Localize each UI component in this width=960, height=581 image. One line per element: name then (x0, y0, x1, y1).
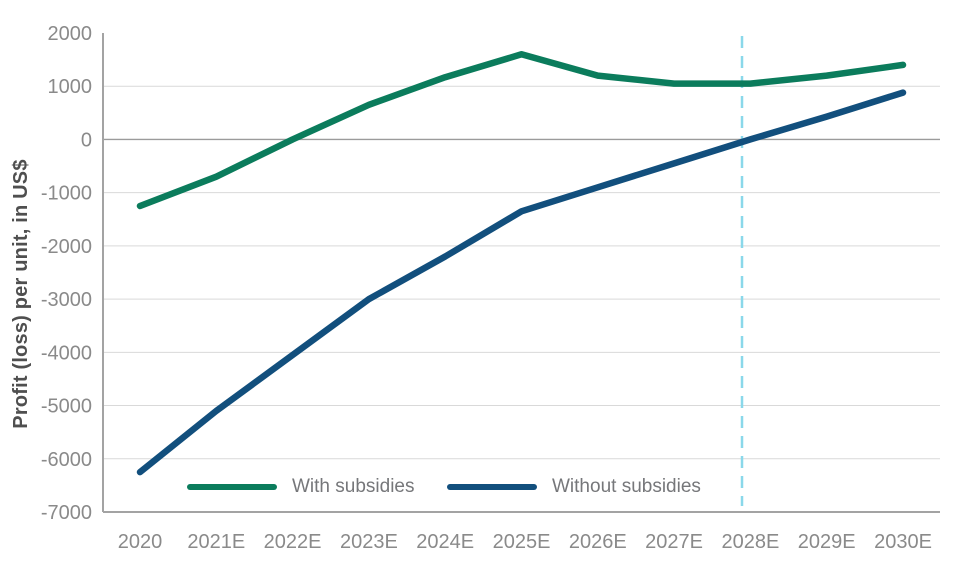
x-tick-label: 2024E (416, 531, 474, 553)
y-tick-label: 0 (81, 129, 92, 151)
y-tick-label: -7000 (41, 502, 92, 524)
x-tick-label: 2020 (118, 531, 163, 553)
legend-swatch (447, 484, 537, 490)
series-line-without-subsidies (136, 89, 907, 476)
series-line-with-subsidies (136, 51, 907, 210)
y-tick-label: -4000 (41, 342, 92, 364)
x-tick-label: 2030E (874, 531, 932, 553)
legend-swatch (187, 484, 277, 490)
x-tick-label: 2028E (721, 531, 779, 553)
y-tick-label: -2000 (41, 236, 92, 258)
x-tick-label: 2022E (264, 531, 322, 553)
x-tick-label: 2027E (645, 531, 703, 553)
x-tick-label: 2025E (493, 531, 551, 553)
legend-entry-with-subsidies: With subsidies (187, 476, 415, 498)
y-tick-label: -1000 (41, 183, 92, 205)
legend-label: With subsidies (292, 476, 415, 497)
x-tick-label: 2026E (569, 531, 627, 553)
y-tick-label: 1000 (48, 76, 93, 98)
y-axis-title: Profit (loss) per unit, in US$ (10, 159, 32, 429)
x-tick-label: 2029E (798, 531, 856, 553)
legend-entry-without-subsidies: Without subsidies (447, 476, 701, 498)
y-tick-label: -6000 (41, 449, 92, 471)
x-tick-label: 2023E (340, 531, 398, 553)
legend-label: Without subsidies (552, 476, 701, 497)
y-tick-label: -3000 (41, 289, 92, 311)
y-tick-label: -5000 (41, 396, 92, 418)
y-tick-label: 2000 (48, 23, 93, 45)
x-tick-label: 2021E (187, 531, 245, 553)
